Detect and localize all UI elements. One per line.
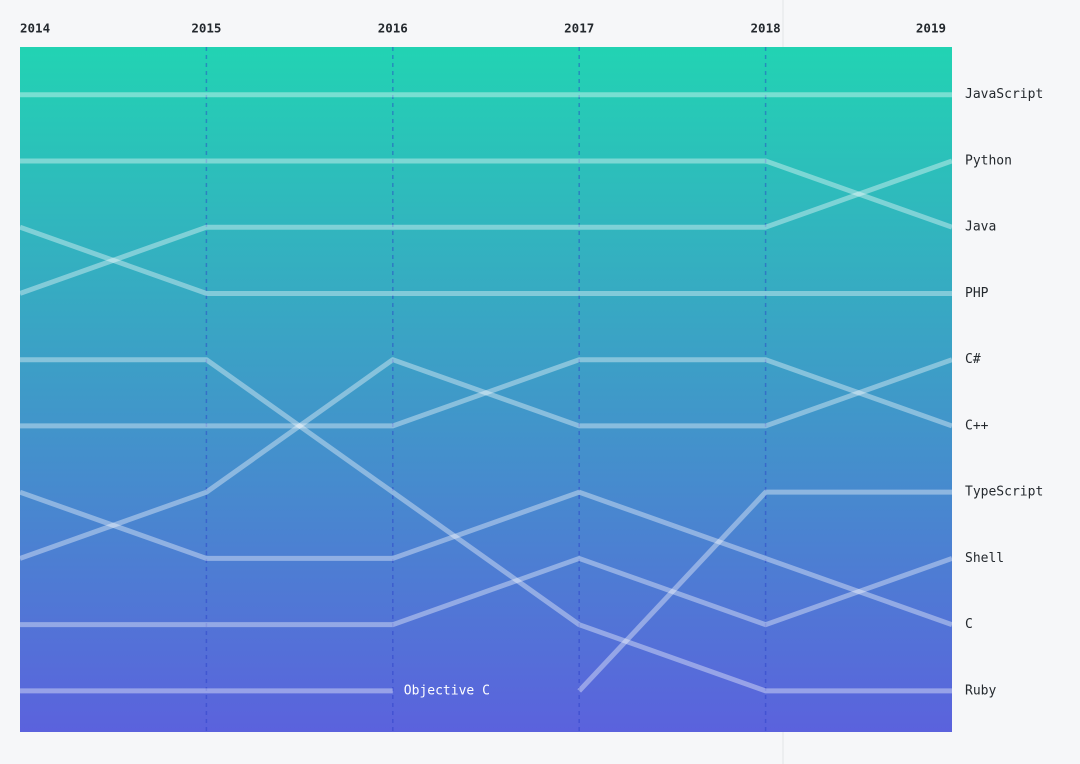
series-label: Shell [965,551,1004,566]
series-label: C [965,617,973,632]
series-label: Objective C [404,683,490,698]
rank-line [20,357,953,429]
rank-line [19,357,953,561]
rank-line [20,357,952,694]
x-tick-label: 2019 [916,21,946,36]
series-label: C# [965,352,981,367]
rank-line [577,489,952,693]
rank-line [19,158,953,296]
plot-background [20,47,952,732]
series-label: C++ [965,418,989,433]
series-label: Java [965,220,996,235]
series-label: Ruby [965,683,996,698]
series-label: TypeScript [965,485,1043,500]
x-tick-label: 2018 [751,21,781,36]
x-tick-label: 2017 [564,21,594,36]
rank-line [19,489,953,628]
x-tick-label: 2014 [20,21,50,36]
series-label: JavaScript [965,87,1043,102]
x-tick-label: 2016 [378,21,408,36]
x-tick-label: 2015 [191,21,221,36]
rank-line [19,224,952,296]
rank-line [20,158,953,230]
series-label: PHP [965,286,989,301]
rank-line [20,555,953,628]
series-label: Python [965,153,1012,168]
